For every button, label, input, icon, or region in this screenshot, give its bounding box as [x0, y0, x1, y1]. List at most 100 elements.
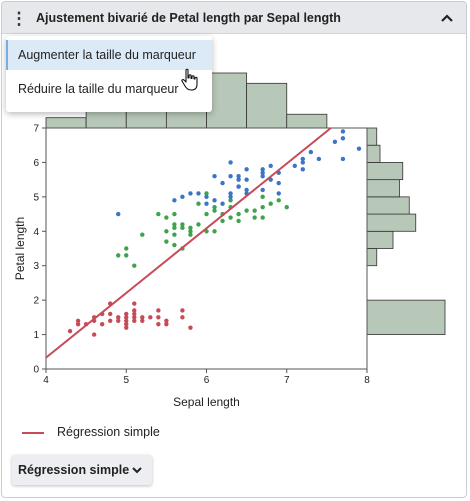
data-point-blue	[228, 194, 233, 200]
data-point-blue	[340, 129, 346, 134]
data-point-red	[124, 325, 129, 330]
data-point-blue	[172, 198, 177, 203]
kebab-icon[interactable]: ⋮	[10, 8, 28, 28]
data-point-blue	[308, 149, 314, 155]
data-point-green	[124, 246, 129, 251]
y-histogram-bar	[366, 144, 381, 163]
data-point-red	[140, 318, 145, 323]
data-point-green	[172, 225, 177, 231]
context-menu: Augmenter la taille du marqueur Réduire …	[6, 36, 212, 112]
data-point-blue	[228, 160, 233, 165]
data-point-green	[188, 232, 193, 237]
data-point-blue	[236, 174, 241, 179]
data-point-green	[116, 253, 121, 258]
data-point-green	[260, 194, 265, 200]
data-point-blue	[292, 163, 297, 169]
data-point-red	[132, 318, 137, 323]
scatter-chart: 4 5 6 7 8 0 1 2 3 4 5 6 7 Sepal length Petal length	[13, 72, 446, 409]
data-point-red	[124, 311, 129, 317]
x-histogram-bar	[286, 113, 328, 129]
data-point-blue	[260, 187, 265, 193]
x-tick-label: 7	[284, 375, 290, 386]
data-point-green	[196, 201, 201, 206]
data-point-blue	[212, 174, 217, 179]
y-histogram-bar	[366, 127, 378, 146]
data-point-red	[156, 322, 161, 327]
data-point-green	[132, 263, 137, 268]
x-tick-label: 8	[364, 375, 370, 386]
data-point-blue	[260, 174, 265, 179]
data-point-red	[188, 325, 193, 330]
data-point-green	[260, 215, 265, 220]
data-point-red	[108, 311, 113, 317]
chevron-up-icon[interactable]	[436, 7, 458, 29]
x-axis-label: Sepal length	[173, 395, 240, 409]
data-point-green	[220, 218, 225, 224]
data-point-blue	[220, 201, 225, 206]
data-point-red	[124, 315, 129, 320]
data-point-green	[156, 211, 161, 217]
data-point-green	[164, 215, 169, 220]
y-tick-label: 0	[33, 365, 39, 376]
chevron-down-icon	[131, 464, 143, 478]
data-point-red	[132, 315, 137, 320]
data-point-green	[212, 204, 217, 210]
data-point-blue	[196, 191, 201, 196]
data-point-green	[188, 225, 193, 231]
data-point-red	[75, 322, 81, 327]
fit-dropdown-button[interactable]: Régression simple	[12, 455, 152, 485]
data-point-green	[204, 211, 209, 217]
data-point-red	[156, 315, 161, 320]
data-point-blue	[276, 180, 281, 186]
data-point-green	[260, 204, 265, 210]
data-point-green	[188, 229, 193, 234]
y-tick-label: 4	[33, 227, 39, 238]
legend-line-swatch	[22, 432, 44, 434]
data-point-blue	[300, 160, 305, 165]
menu-item-decrease-marker[interactable]: Réduire la taille du marqueur	[18, 82, 179, 96]
plot-frame	[45, 127, 368, 370]
menu-item-increase-marker[interactable]: Augmenter la taille du marqueur	[6, 40, 212, 70]
y-histogram-bar	[366, 196, 410, 215]
data-point-blue	[236, 177, 241, 182]
data-point-green	[284, 204, 289, 210]
x-tick-label: 6	[204, 375, 210, 386]
data-point-blue	[188, 191, 193, 196]
data-point-blue	[276, 191, 281, 196]
data-point-red	[180, 315, 185, 320]
data-point-green	[228, 198, 233, 203]
data-point-green	[276, 198, 281, 203]
data-point-blue	[212, 198, 217, 203]
data-point-green	[236, 211, 241, 217]
data-point-red	[91, 332, 97, 337]
data-point-green	[124, 253, 129, 258]
data-point-blue	[244, 177, 249, 182]
data-point-red	[132, 301, 137, 306]
regression-line	[46, 128, 332, 359]
data-point-blue	[220, 180, 225, 186]
data-point-blue	[244, 187, 249, 193]
data-point-blue	[300, 167, 305, 172]
data-point-blue	[228, 174, 233, 179]
panel-title: Ajustement bivarié de Petal length par S…	[36, 11, 341, 25]
data-point-green	[252, 215, 257, 220]
data-point-blue	[244, 167, 249, 172]
data-point-red	[140, 315, 145, 320]
data-point-blue	[204, 201, 209, 206]
data-point-red	[99, 322, 105, 327]
data-point-green	[140, 232, 145, 237]
y-tick-label: 6	[33, 158, 39, 169]
y-histogram-bar	[366, 248, 378, 267]
data-point-green	[172, 222, 177, 227]
data-point-green	[212, 208, 217, 213]
x-histogram-bar	[246, 82, 288, 129]
data-point-blue	[260, 167, 265, 172]
data-point-blue	[228, 191, 233, 196]
data-point-green	[164, 229, 169, 234]
data-point-blue	[180, 194, 185, 200]
data-point-blue	[260, 170, 265, 175]
data-point-red	[67, 328, 73, 334]
data-point-green	[180, 225, 185, 231]
data-point-blue	[316, 156, 322, 162]
